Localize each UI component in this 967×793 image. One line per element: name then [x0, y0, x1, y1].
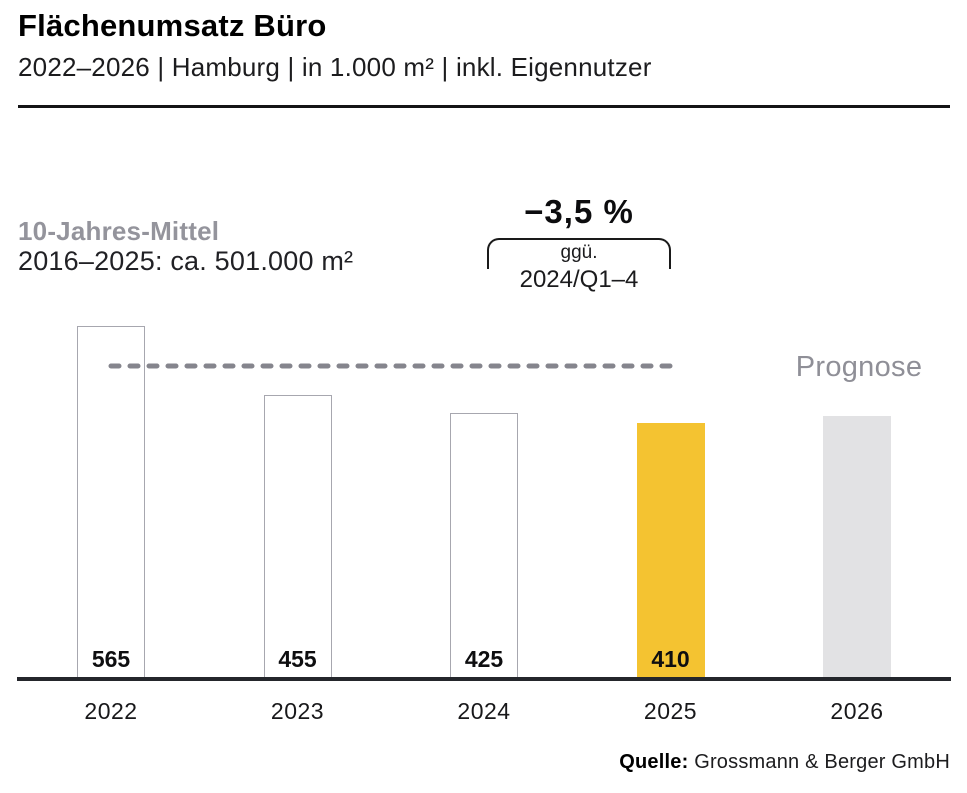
- prognose-label: Prognose: [795, 351, 923, 383]
- change-reference-line1: ggü.: [560, 242, 598, 263]
- source-note: Quelle: Grossmann & Berger GmbH: [619, 751, 950, 774]
- page-subtitle: 2022–2026 | Hamburg | in 1.000 m² | inkl…: [18, 52, 652, 82]
- source-label: Quelle:: [619, 751, 689, 773]
- bar-2026: [823, 416, 891, 679]
- change-bracket: [487, 238, 671, 269]
- bar-2022: [77, 326, 145, 679]
- bar-value-label-2022: 565: [91, 646, 131, 672]
- x-tick-label-2025: 2025: [643, 698, 698, 724]
- bar-value-label-2023: 455: [278, 646, 317, 672]
- change-reference-line2: 2024/Q1–4: [519, 266, 639, 293]
- x-tick-label-2026: 2026: [830, 698, 884, 724]
- bar-value-label-2024: 425: [464, 646, 504, 672]
- x-axis-line: [17, 677, 951, 681]
- x-tick-label-2023: 2023: [270, 698, 325, 724]
- bar-value-label-2025: 410: [651, 646, 690, 672]
- average-value: 2016–2025: ca. 501.000 m²: [18, 246, 354, 276]
- source-text: Grossmann & Berger GmbH: [688, 751, 950, 773]
- header-divider: [18, 105, 950, 108]
- bar-2023: [263, 395, 332, 679]
- bar-2025: [636, 423, 705, 679]
- change-percent: −3,5 %: [524, 193, 634, 230]
- bar-2024: [450, 413, 518, 679]
- x-tick-label-2024: 2024: [457, 698, 511, 724]
- page-title: Flächenumsatz Büro: [18, 8, 327, 43]
- x-tick-label-2022: 2022: [84, 698, 138, 724]
- average-label: 10-Jahres-Mittel: [18, 216, 220, 246]
